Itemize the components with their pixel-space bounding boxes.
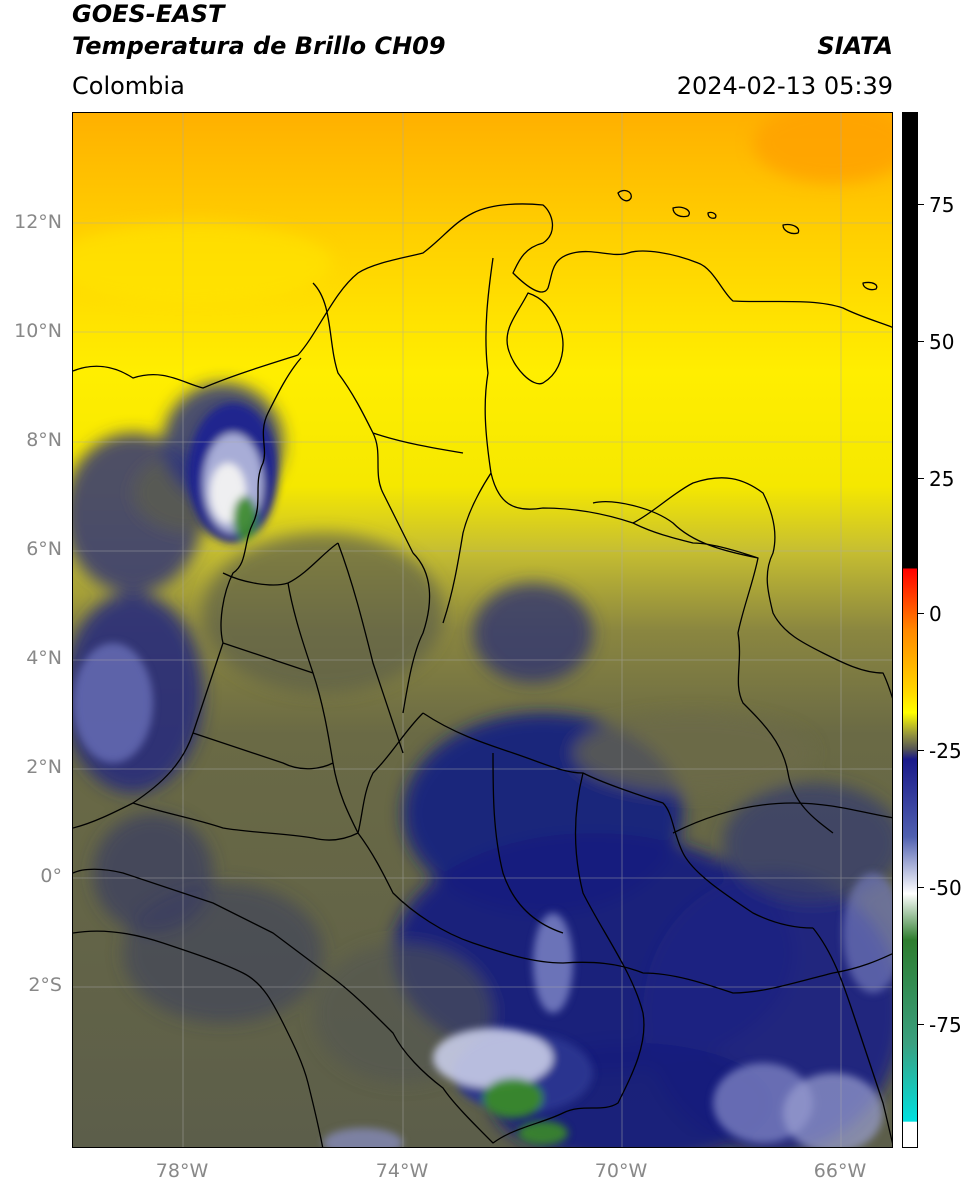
region-label: Colombia [72,72,185,100]
lat-label-10N: 10°N [14,320,62,342]
colorbar [902,112,918,1148]
colorbar-tick-25 [918,478,924,479]
venezuela-border-east [632,477,892,699]
satellite-map-canvas [73,113,892,1147]
lon-label-74W: 74°W [375,1160,429,1182]
lon-label-70W: 70°W [594,1160,648,1182]
title-line-2: Temperatura de Brillo CH09 [72,32,446,60]
timestamp-label: 2024-02-13 05:39 [676,72,893,100]
islands [617,189,878,291]
lat-label-2N: 2°N [26,756,62,778]
colorbar-label-0: 0 [929,602,942,626]
lat-label-12N: 12°N [14,211,62,233]
lat-label-6N: 6°N [26,538,62,560]
internal-borders-a [132,282,464,841]
lon-label-78W: 78°W [155,1160,209,1182]
satellite-map [72,112,893,1148]
colorbar-tick-75 [918,204,924,205]
brazil-border [812,927,892,1144]
ecuador-peru-border [73,930,324,1147]
brand-label: SIATA [817,32,893,60]
borders [73,189,892,1147]
colorbar-tick-neg50 [918,887,924,888]
lat-label-0: 0° [40,865,62,887]
lat-label-2S: 2°S [28,974,62,996]
graticule [73,113,892,1147]
colorbar-tick-0 [918,613,924,614]
colorbar-label-25: 25 [929,467,955,491]
colorbar-label-50: 50 [929,330,955,354]
lat-label-4N: 4°N [26,647,62,669]
maracaibo-lake [506,292,564,385]
colorbar-label-75: 75 [929,193,955,217]
lon-label-66W: 66°W [813,1160,867,1182]
colorbar-label-neg25: -25 [929,739,962,763]
colorbar-label-neg75: -75 [929,1013,962,1037]
colorbar-tick-neg75 [918,1024,924,1025]
colorbar-tick-50 [918,341,924,342]
title-line-1: GOES-EAST [72,0,225,28]
colorbar-tick-neg25 [918,750,924,751]
coastline-caribbean [73,203,892,389]
colorbar-label-neg50: -50 [929,876,962,900]
internal-borders-b [357,712,892,994]
lat-label-8N: 8°N [26,429,62,451]
